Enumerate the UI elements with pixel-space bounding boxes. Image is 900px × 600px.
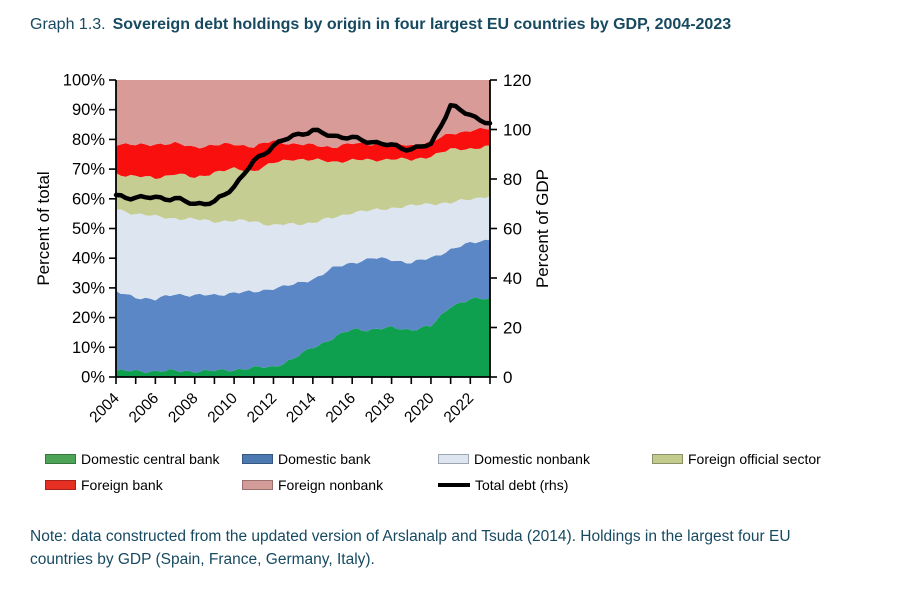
stacked-area-chart: 0% 10% 20% 30% 40% 50% 60% 70% 80% 90% 100% 0 20 40 60… <box>34 71 552 427</box>
note-text: Note: data constructed from the updated … <box>30 528 791 569</box>
legend-label-domestic-central-bank: Domestic central bank <box>81 451 220 467</box>
left-tick-label: 40% <box>72 250 105 268</box>
legend-label-domestic-nonbank: Domestic nonbank <box>474 451 590 467</box>
left-tick-label: 50% <box>72 220 105 238</box>
legend-label-foreign-nonbank: Foreign nonbank <box>278 477 384 493</box>
legend-swatch-domestic-nonbank <box>438 454 469 464</box>
left-tick-label: 100% <box>63 72 106 90</box>
legend-label-foreign-bank: Foreign bank <box>81 477 163 493</box>
x-tick-label: 2014 <box>283 390 320 427</box>
legend-swatch-domestic-central-bank <box>45 454 76 464</box>
right-tick-label: 20 <box>503 319 522 338</box>
legend-item-domestic-bank: Domestic bank <box>242 451 371 467</box>
area-domestic-bank <box>116 239 490 374</box>
chart-title: Graph 1.3. Sovereign debt holdings by ori… <box>30 16 731 34</box>
x-tick-label: 2018 <box>362 390 398 426</box>
total-debt-line <box>113 102 493 207</box>
legend-label-foreign-official-sector: Foreign official sector <box>688 451 821 467</box>
right-tick-label: 120 <box>503 71 531 90</box>
x-tick-label: 2012 <box>244 390 280 426</box>
x-tick-label: 2010 <box>205 390 242 427</box>
left-tick-label: 0% <box>81 369 105 387</box>
x-tick-label: 2004 <box>86 390 123 427</box>
legend-swatch-foreign-bank <box>45 480 76 490</box>
left-tick-label: 60% <box>72 190 105 208</box>
chart-title-prefix: Graph 1.3. <box>30 16 106 33</box>
left-tick-label: 80% <box>72 131 105 149</box>
left-tick-label: 70% <box>72 161 105 179</box>
legend-swatch-foreign-nonbank <box>242 480 273 490</box>
legend-item-total-debt-rhs-: Total debt (rhs) <box>438 477 568 493</box>
legend-item-foreign-official-sector: Foreign official sector <box>652 451 821 467</box>
left-tick-label: 20% <box>72 309 105 327</box>
area-domestic-central-bank <box>116 297 490 377</box>
legend-item-domestic-central-bank: Domestic central bank <box>45 451 220 467</box>
right-tick-label: 40 <box>503 269 522 288</box>
right-tick-label: 0 <box>503 368 512 387</box>
legend-label-domestic-bank: Domestic bank <box>278 451 371 467</box>
legend-swatch-foreign-official-sector <box>652 454 683 464</box>
x-tick-label: 2008 <box>165 390 201 426</box>
left-tick-label: 90% <box>72 101 105 119</box>
left-axis-title: Percent of total <box>34 171 53 285</box>
legend-swatch-domestic-bank <box>242 454 273 464</box>
right-tick-label: 80 <box>503 170 522 189</box>
chart-title-main: Sovereign debt holdings by origin in fou… <box>112 16 732 33</box>
legend-item-foreign-bank: Foreign bank <box>45 477 163 493</box>
area-domestic-nonbank <box>116 195 490 301</box>
left-tick-label: 10% <box>72 339 105 357</box>
area-foreign-nonbank <box>116 80 490 149</box>
legend-item-foreign-nonbank: Foreign nonbank <box>242 477 383 493</box>
area-foreign-bank <box>116 127 490 179</box>
x-tick-label: 2020 <box>401 390 438 427</box>
right-tick-label: 100 <box>503 121 531 140</box>
legend-label-total-debt-rhs-: Total debt (rhs) <box>475 477 569 493</box>
right-axis-title: Percent of GDP <box>533 169 552 288</box>
legend-item-domestic-nonbank: Domestic nonbank <box>438 451 590 467</box>
x-tick-label: 2006 <box>126 390 162 426</box>
plot-areas <box>116 80 490 377</box>
x-tick-label: 2016 <box>323 390 359 426</box>
legend-line-swatch-total-debt-rhs- <box>438 483 470 487</box>
right-tick-label: 60 <box>503 220 522 239</box>
left-tick-label: 30% <box>72 279 105 297</box>
x-tick-label: 2022 <box>441 390 477 426</box>
